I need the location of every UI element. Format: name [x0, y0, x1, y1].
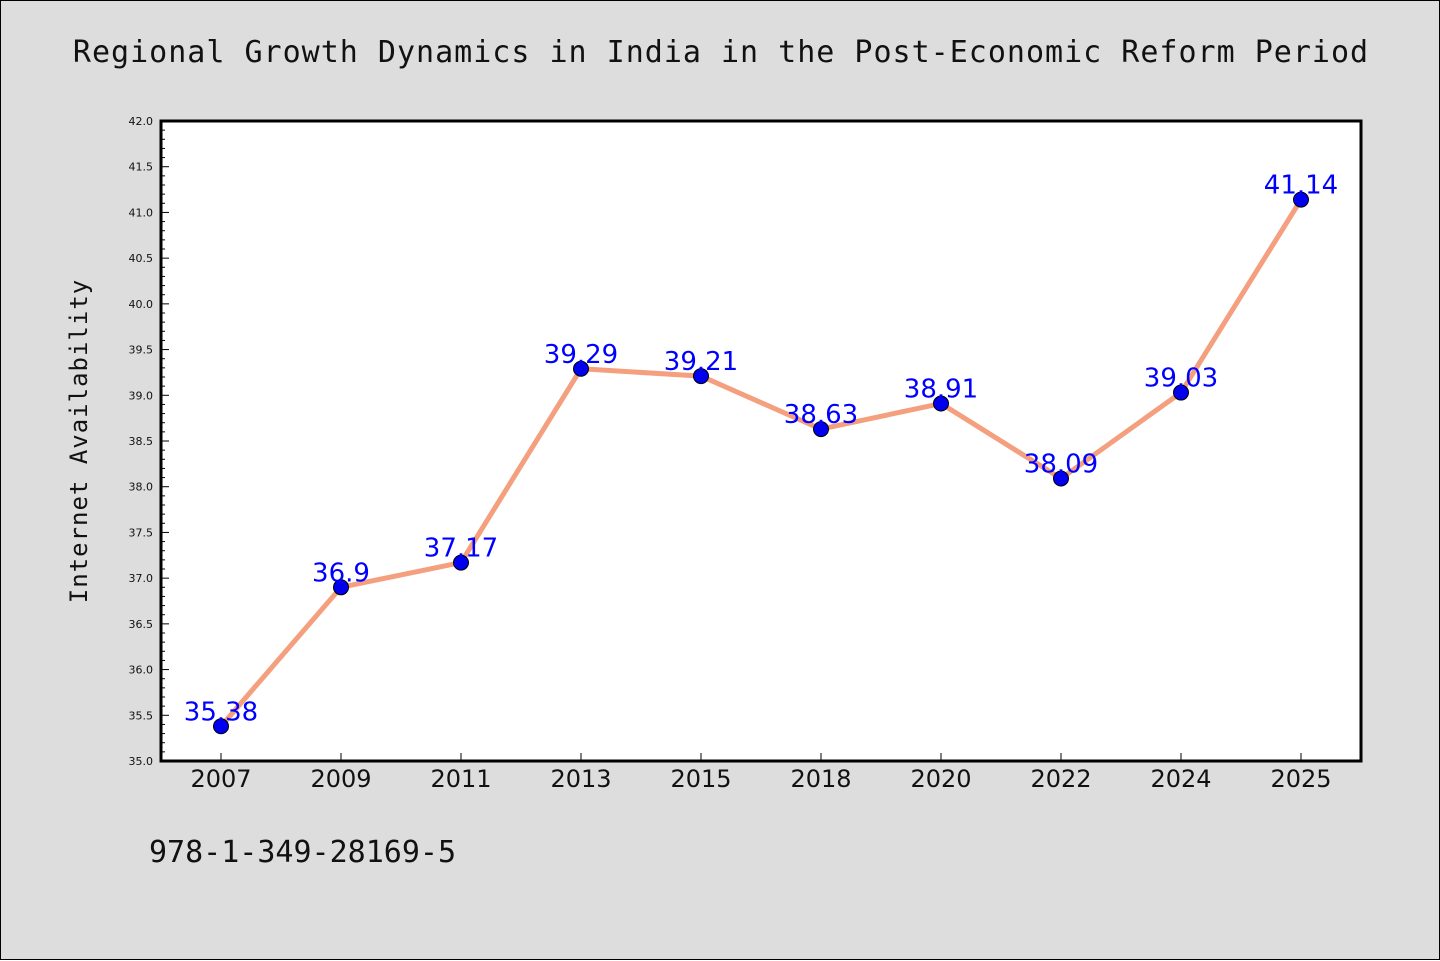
data-markers	[213, 191, 1309, 735]
data-point	[813, 421, 829, 438]
y-tick-label: 37.5	[129, 526, 154, 539]
data-point	[573, 360, 589, 377]
footnote-isbn: 978-1-349-28169-5	[149, 835, 457, 870]
data-labels: 35.38 36.9 37.17 39.29 39.21 38.63 38.91 38.09 3…	[184, 171, 1338, 728]
data-point	[213, 718, 229, 735]
data-label: 38.63	[784, 400, 858, 430]
data-label: 39.21	[664, 347, 738, 377]
data-point	[1053, 470, 1069, 487]
y-tick-label: 40.0	[129, 298, 154, 311]
y-tick-label: 37.0	[129, 572, 154, 585]
y-tick-label: 39.5	[129, 344, 154, 357]
x-tick-label: 2013	[550, 765, 611, 793]
y-tick-label: 41.0	[129, 206, 154, 219]
x-tick-label: 2011	[430, 765, 491, 793]
data-label: 39.29	[544, 340, 618, 370]
data-label: 37.17	[424, 534, 498, 564]
x-tick-label: 2007	[190, 765, 251, 793]
x-tick-label: 2024	[1150, 765, 1211, 793]
data-point	[693, 368, 709, 385]
y-tick-label: 40.5	[129, 252, 154, 265]
data-point	[333, 579, 349, 596]
plot-area	[159, 119, 1363, 763]
data-label: 35.38	[184, 697, 258, 727]
x-tick-label: 2015	[670, 765, 731, 793]
data-label: 41.14	[1264, 171, 1338, 201]
y-tick-label: 35.0	[129, 755, 154, 768]
y-tick-label: 42.0	[129, 115, 154, 128]
x-tick-label: 2025	[1270, 765, 1331, 793]
data-point	[933, 395, 949, 412]
data-point	[453, 554, 469, 571]
y-tick-label: 38.5	[129, 435, 154, 448]
x-axis: 2007 2009 2011 2013 2015 2018 2020 2022 2024 2025	[190, 753, 1332, 793]
y-tick-label: 36.5	[129, 618, 154, 631]
data-label: 38.91	[904, 375, 978, 405]
y-axis-label: Internet Availability	[65, 279, 93, 603]
y-tick-label: 38.0	[129, 481, 154, 494]
data-label: 36.9	[312, 558, 370, 588]
data-label: 38.09	[1024, 449, 1098, 479]
data-label: 39.03	[1144, 364, 1218, 394]
series-line	[219, 198, 1304, 728]
x-tick-label: 2020	[910, 765, 971, 793]
y-axis: 35.0 35.5 36.0 36.5 37.0 37.5 38.0 38.5 39.0 39.5…	[129, 115, 169, 768]
x-tick-label: 2009	[310, 765, 371, 793]
y-tick-label: 39.0	[129, 389, 154, 402]
x-tick-label: 2018	[790, 765, 851, 793]
y-tick-label: 41.5	[129, 161, 154, 174]
x-tick-label: 2022	[1030, 765, 1091, 793]
y-tick-label: 35.5	[129, 709, 154, 722]
y-tick-label: 36.0	[129, 664, 154, 677]
data-point	[1173, 384, 1189, 401]
chart-title: Regional Growth Dynamics in India in the…	[72, 35, 1370, 70]
data-point	[1293, 191, 1309, 208]
